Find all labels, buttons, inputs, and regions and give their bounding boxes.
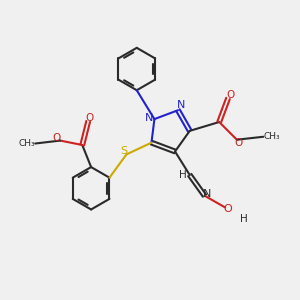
Text: O: O [223, 204, 232, 214]
Text: N: N [145, 112, 153, 123]
Text: O: O [234, 138, 242, 148]
Text: O: O [52, 133, 61, 142]
Text: N: N [177, 100, 185, 110]
Text: O: O [85, 113, 94, 123]
Text: N: N [203, 189, 212, 199]
Text: H: H [179, 170, 187, 180]
Text: O: O [226, 90, 235, 100]
Text: CH₃: CH₃ [18, 139, 34, 148]
Text: CH₃: CH₃ [263, 132, 280, 141]
Text: H: H [240, 214, 248, 224]
Text: S: S [121, 146, 128, 157]
